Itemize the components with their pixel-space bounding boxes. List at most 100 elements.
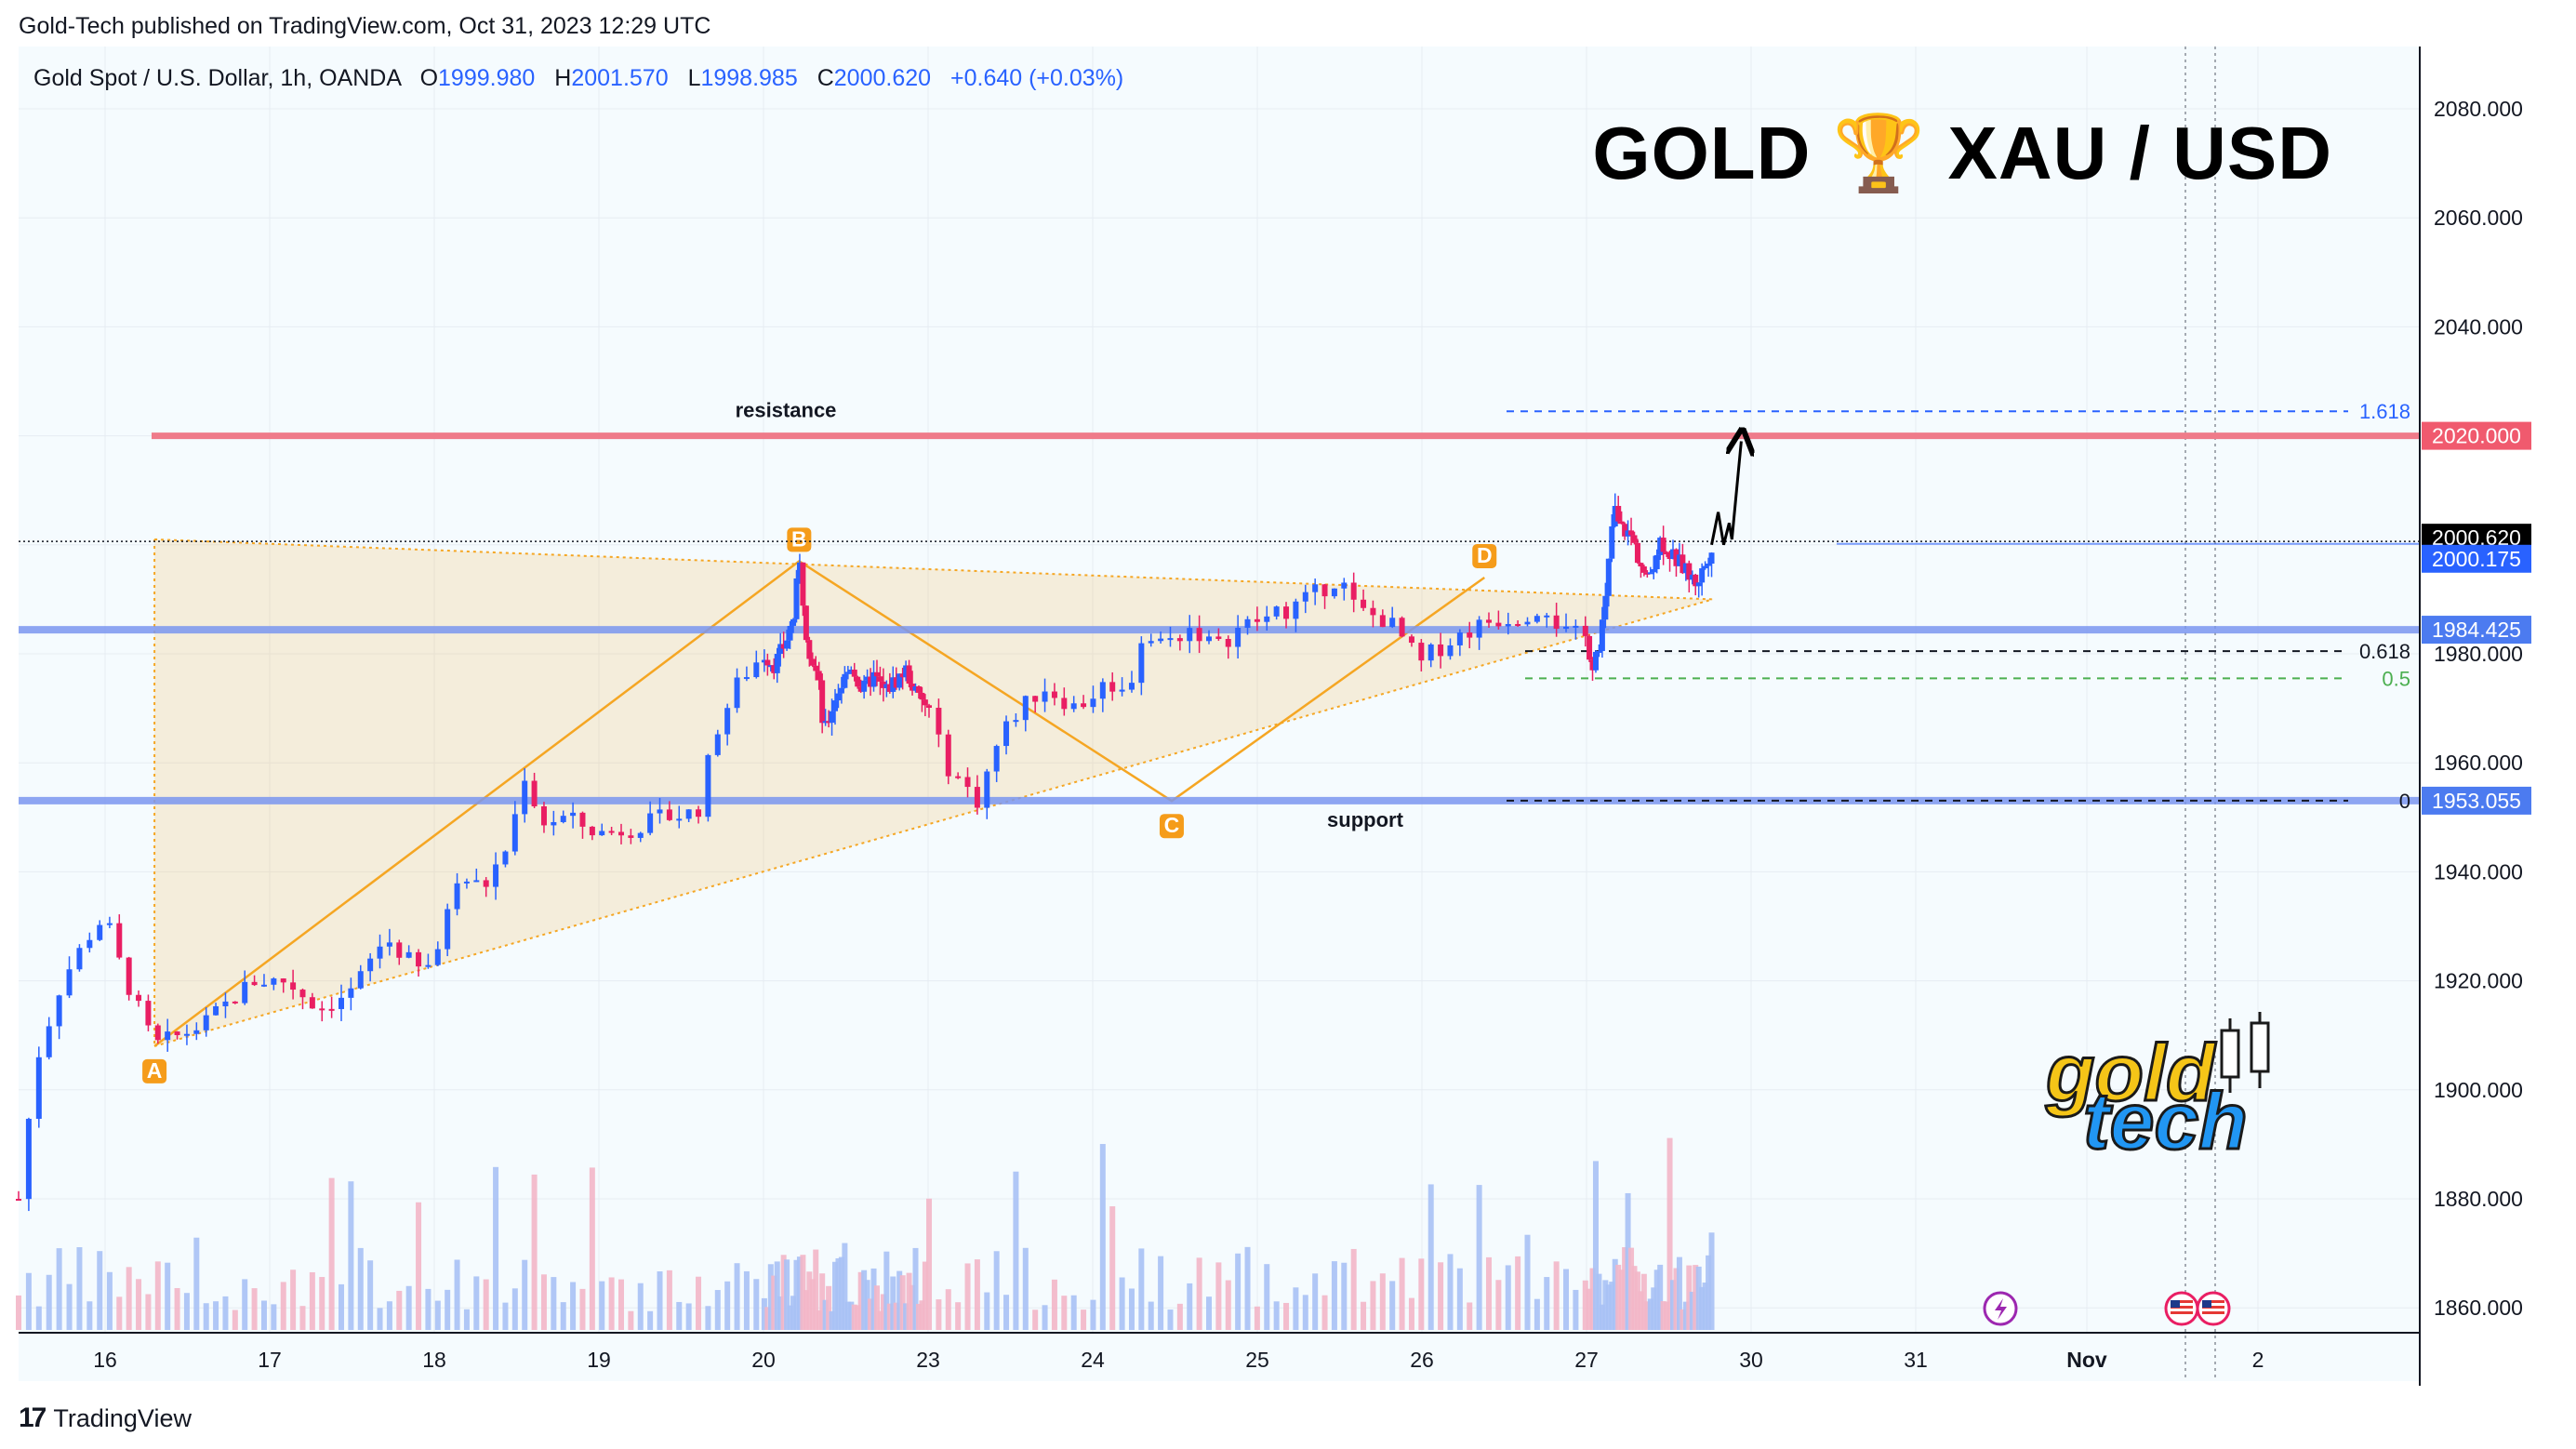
volume-bar [570,1282,577,1330]
volume-bar [1582,1280,1588,1330]
y-tick-label: 1960.000 [2434,751,2523,775]
candle-body [1673,549,1680,566]
candle-body [299,990,306,998]
candle-body [1644,572,1651,575]
volume-bar [764,1307,771,1330]
symbol-legend[interactable]: Gold Spot / U.S. Dollar, 1h, OANDA O1999… [33,65,1123,92]
volume-bar [1148,1301,1154,1330]
volume-bar [1495,1280,1502,1330]
volume-bar [579,1288,586,1330]
volume-bar [66,1283,73,1330]
lightning-event-icon[interactable] [1983,1291,2018,1326]
pattern-point-a[interactable] [142,1058,167,1083]
candle-body [1361,599,1367,608]
volume-bar [1447,1254,1454,1330]
candle-body [183,1033,190,1036]
volume-bar [861,1270,868,1330]
volume-bar [790,1296,797,1330]
volume-bar [174,1287,180,1330]
volume-bar [56,1248,62,1330]
volume-bar [165,1262,171,1330]
pattern-point-b[interactable] [787,527,812,552]
x-axis[interactable]: 16 17 18 19 20 23 24 25 26 27 30 31 Nov 2 [93,1348,2264,1372]
volume-bar [1676,1256,1682,1330]
volume-bar [1061,1296,1068,1330]
volume-bar [1693,1265,1699,1330]
candle-body [743,677,750,680]
y-axis[interactable]: 2080.000 2060.000 2040.000 2020.000 1980.000… [2434,97,2523,1320]
volume-bar [1651,1287,1657,1330]
volume-bar [890,1276,896,1330]
us-flag-event-icon[interactable] [2164,1291,2199,1326]
change-value: +0.640 (+0.03%) [950,65,1124,91]
volume-bar [796,1256,803,1330]
event-icons[interactable] [1983,1291,2231,1326]
support-label: support [1327,808,1404,831]
x-tick-label: 23 [916,1348,940,1372]
candle-body [919,692,925,700]
candle-body [832,700,839,711]
candle-body [787,625,793,641]
volume-bar [560,1302,566,1330]
volume-bar [1680,1309,1686,1330]
candle-body [97,924,103,940]
price-tag-bg [2422,544,2531,573]
volume-bar [1283,1302,1290,1330]
volume-bar [1612,1258,1618,1330]
us-flag-event-icon-2[interactable] [2196,1291,2231,1326]
candle-body [1515,623,1521,626]
candle-body [1647,572,1653,575]
candle-body [502,851,509,865]
volume-bar [1657,1264,1664,1330]
candle-body [974,787,980,808]
candle-body [857,686,864,692]
tradingview-brand[interactable]: 17 TradingView [19,1402,192,1434]
volume-bar [551,1277,557,1330]
candle-body [1467,632,1473,638]
x-tick-label: 19 [587,1348,611,1372]
volume-bar [842,1243,848,1330]
candle-body [1602,595,1609,620]
volume-bar [780,1255,787,1330]
volume-bar [1647,1298,1653,1330]
candle-body [1618,521,1625,525]
candle-body [628,835,634,838]
candle-body [912,685,919,691]
volume-bar [522,1259,528,1330]
volume-bar [1013,1171,1019,1330]
volume-bar [628,1310,634,1330]
fib-level-label: 0.5 [2382,667,2410,690]
candle-body [1666,553,1673,560]
candle-body [136,994,142,1002]
candle-body [540,806,547,826]
price-tag-label: 1953.055 [2432,789,2521,813]
volume-bar [290,1270,297,1330]
volume-bar [912,1247,919,1330]
volume-bar [1003,1295,1010,1330]
candle-body [1582,625,1588,636]
candle-body [922,699,928,706]
candle-body [877,676,883,682]
candle-body [1148,641,1154,644]
candle-body [463,881,470,884]
symbol-name[interactable]: Gold Spot / U.S. Dollar, 1h, OANDA [33,65,401,91]
harmonic-pattern[interactable]: A B C D [142,526,1713,1083]
projection-arrow[interactable] [1710,441,1742,546]
volume-bar [787,1305,793,1330]
candle-body [193,1030,200,1034]
pattern-point-c[interactable] [1159,814,1184,839]
candle-body [1273,606,1280,617]
logo-tech-text: tech [2083,1077,2248,1166]
projection-path[interactable] [1710,441,1742,546]
candle-body [848,670,855,672]
pattern-point-d[interactable] [1472,543,1497,568]
volume-bar [1167,1309,1174,1330]
price-tag-label: 2020.000 [2432,424,2521,448]
candle-body [290,982,297,990]
candle-body [1706,564,1712,566]
candle-body [705,754,711,818]
open-label: O [419,65,439,91]
chart-title: GOLD 🏆 XAU / USD [1592,112,2332,194]
candle-body [1321,584,1328,597]
